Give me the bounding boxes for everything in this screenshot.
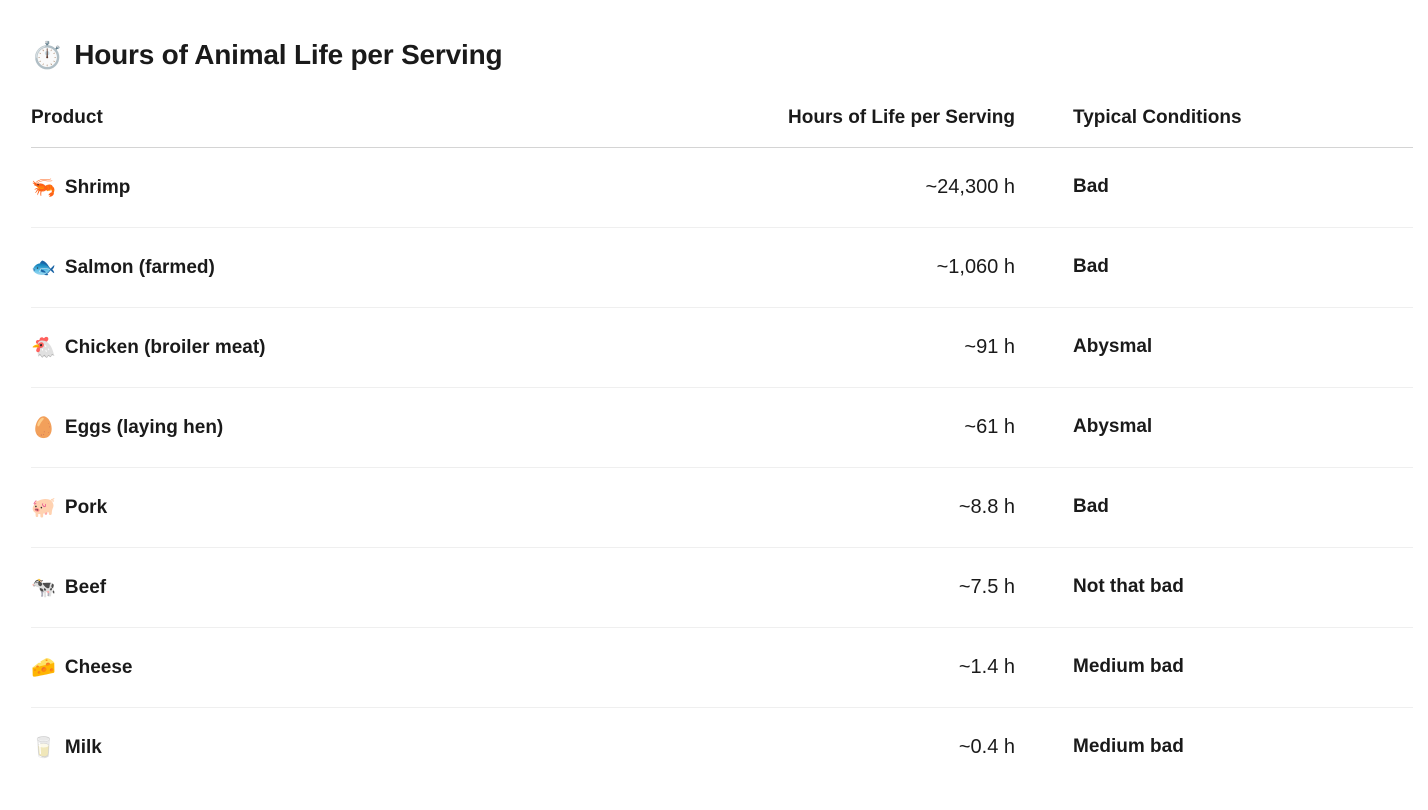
product-name: Salmon (farmed)	[64, 256, 215, 278]
product-cell: 🥛 Milk	[31, 707, 713, 787]
product-name: Pork	[64, 496, 108, 518]
table-row-milk: 🥛 Milk ~0.4 h Medium bad	[31, 707, 1413, 787]
conditions-cell: Not that bad	[1015, 547, 1413, 628]
table-row-salmon: 🐟 Salmon (farmed) ~1,060 h Bad	[31, 227, 1413, 308]
hours-cell: ~7.5 h	[713, 547, 1015, 628]
cheese-icon: 🧀	[31, 656, 56, 679]
column-header-product: Product	[31, 90, 713, 148]
product-cell: 🐄 Beef	[31, 547, 713, 628]
hours-cell: ~1.4 h	[713, 627, 1015, 708]
fish-icon: 🐟	[31, 256, 56, 279]
table-header: Product Hours of Life per Serving Typica…	[31, 90, 1413, 148]
conditions-cell: Medium bad	[1015, 627, 1413, 708]
conditions-cell: Bad	[1015, 227, 1413, 308]
conditions-cell: Bad	[1015, 147, 1413, 228]
table-body: 🦐 Shrimp ~24,300 h Bad 🐟 Salmon (farmed) ~…	[31, 147, 1413, 787]
product-cell: 🐟 Salmon (farmed)	[31, 227, 713, 308]
hours-cell: ~8.8 h	[713, 467, 1015, 548]
page-title-text: Hours of Animal Life per Serving	[74, 39, 503, 70]
table-row-cheese: 🧀 Cheese ~1.4 h Medium bad	[31, 627, 1413, 708]
product-cell: 🥚 Eggs (laying hen)	[31, 387, 713, 468]
hours-cell: ~0.4 h	[958, 735, 1015, 758]
hours-cell: ~24,300 h	[713, 147, 1015, 228]
shrimp-icon: 🦐	[31, 176, 56, 199]
product-name: Eggs (laying hen)	[64, 416, 224, 438]
cow-icon: 🐄	[31, 576, 56, 599]
chicken-icon: 🐔	[31, 336, 56, 359]
milk-glass-icon: 🥛	[31, 736, 56, 759]
conditions-cell: Abysmal	[1015, 307, 1413, 388]
product-name: Milk	[64, 736, 102, 758]
product-name: Shrimp	[64, 176, 131, 198]
product-name: Cheese	[64, 656, 133, 678]
page-title: ⏱️ Hours of Animal Life per Serving	[31, 36, 1413, 74]
column-header-hours: Hours of Life per Serving	[713, 90, 1015, 148]
table-row-pork: 🐖 Pork ~8.8 h Bad	[31, 467, 1413, 548]
table-row-eggs: 🥚 Eggs (laying hen) ~61 h Abysmal	[31, 387, 1413, 468]
table-row-chicken: 🐔 Chicken (broiler meat) ~91 h Abysmal	[31, 307, 1413, 388]
product-name: Beef	[64, 576, 107, 598]
conditions-cell: Abysmal	[1015, 387, 1413, 468]
product-cell: 🦐 Shrimp	[31, 147, 713, 228]
table-row-beef: 🐄 Beef ~7.5 h Not that bad	[31, 547, 1413, 628]
column-header-conditions: Typical Conditions	[1015, 90, 1413, 148]
animal-life-table: Product Hours of Life per Serving Typica…	[31, 90, 1413, 787]
conditions-cell: Medium bad	[1073, 736, 1184, 758]
product-cell: 🐔 Chicken (broiler meat)	[31, 307, 713, 388]
table-row-shrimp: 🦐 Shrimp ~24,300 h Bad	[31, 147, 1413, 228]
stopwatch-icon: ⏱️	[31, 40, 64, 70]
header-row: Product Hours of Life per Serving Typica…	[31, 90, 1413, 148]
product-cell: 🧀 Cheese	[31, 627, 713, 708]
product-name: Chicken (broiler meat)	[64, 336, 266, 358]
hours-cell: ~1,060 h	[713, 227, 1015, 308]
product-cell: 🐖 Pork	[31, 467, 713, 548]
hours-cell: ~61 h	[713, 387, 1015, 468]
hours-cell: ~91 h	[713, 307, 1015, 388]
page: ⏱️ Hours of Animal Life per Serving Prod…	[31, 36, 1413, 787]
conditions-cell: Bad	[1015, 467, 1413, 548]
egg-icon: 🥚	[31, 416, 56, 439]
pig-icon: 🐖	[31, 496, 56, 519]
